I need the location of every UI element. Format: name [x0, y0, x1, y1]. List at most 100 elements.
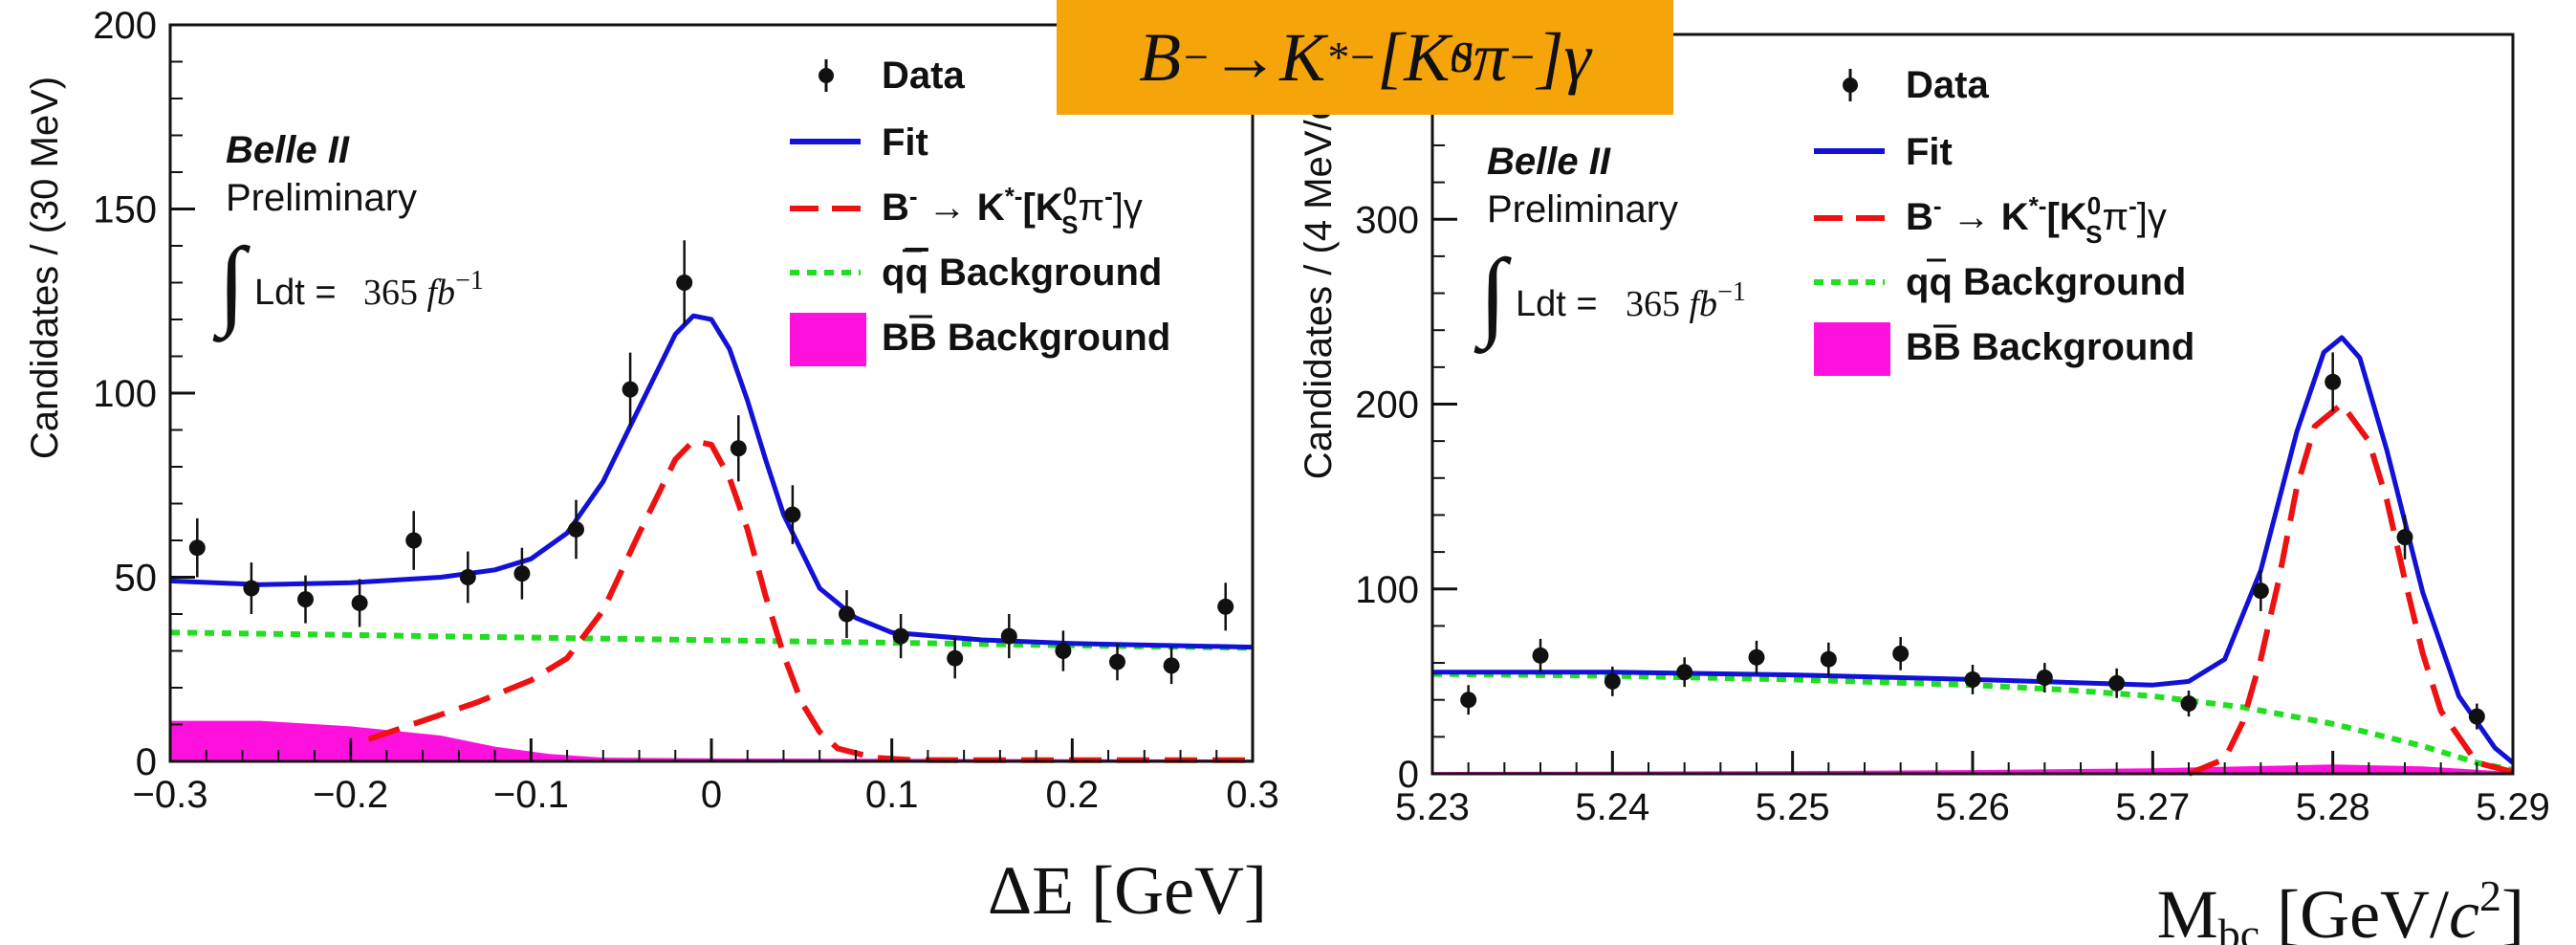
legend-data-label: Data: [882, 55, 965, 97]
delta-e-data-point: [839, 605, 855, 623]
luminosity-label-right: ∫ Ldt = 365 fb−1: [1474, 239, 1746, 354]
legend-qq-entry: qq Background: [1814, 258, 2186, 303]
mbc-data-point: [1820, 650, 1837, 668]
delta-e-signal-curve: [367, 438, 1253, 763]
delta-e-data-point: [188, 539, 206, 557]
legend-qq-label: qq Background: [1906, 261, 2186, 303]
mbc-y-tick-label: 200: [1355, 385, 1419, 427]
integral-sign: ∫: [1474, 239, 1512, 354]
belle-ii-label-left: Belle II: [226, 129, 350, 171]
luminosity-lhs: Ldt =: [1516, 284, 1598, 324]
delta-e-data-point: [622, 381, 639, 398]
mbc-x-tick-label: 5.27: [2115, 786, 2190, 828]
mbc-x-tick-label: 5.24: [1575, 786, 1649, 828]
delta-e-y-tick-label: 150: [93, 189, 157, 231]
mbc-y-axis-label: Candidates / (4 MeV/c²): [1298, 76, 1340, 479]
legend-qq-entry: qq Background: [790, 249, 1162, 294]
legend-bb-entry: BB Background: [790, 313, 1170, 366]
mbc-data-point: [2325, 373, 2342, 390]
mbc-data-point: [2108, 674, 2126, 692]
mbc-y-tick-label: 100: [1355, 569, 1419, 611]
delta-e-data-point: [892, 627, 909, 645]
legend-fit-label: Fit: [882, 121, 928, 164]
mbc-data-point: [1604, 672, 1621, 690]
mbc-qq-background-curve: [1431, 670, 2514, 774]
belle-ii-label-right: Belle II: [1487, 141, 1611, 183]
delta-e-frame: [168, 23, 1255, 763]
mbc-x-tick-label: 5.29: [2476, 786, 2550, 828]
delta-e-data-point: [351, 594, 368, 611]
legend-signal-entry: B- → K*-[K0 Sπ-]γ: [1814, 191, 2167, 249]
mbc-y-tick-label: 0: [1398, 754, 1419, 796]
delta-e-x-tick-label: −0.1: [493, 774, 569, 816]
mbc-y-tick-label: 300: [1355, 199, 1419, 241]
mbc-panel: 5.23 5.24 5.25 5.26 5.27 5.28 5.29 0 100 200 300 C…: [1298, 33, 2550, 945]
mbc-data-point: [1532, 647, 1549, 664]
legend-left: Data Fit B- → K*-[K0 Sπ-]γ qq Background …: [790, 55, 1170, 366]
legend-signal-label: B- → K*-[K0 Sπ-]γ: [882, 182, 1143, 239]
delta-e-y-tick-label: 0: [136, 741, 157, 783]
integral-sign: ∫: [212, 228, 251, 342]
delta-e-data-point: [513, 565, 531, 582]
luminosity-unit: fb: [1690, 284, 1718, 324]
delta-e-data-point: [1000, 627, 1017, 645]
delta-e-x-tick-label: 0: [701, 774, 722, 816]
mbc-fit-curve: [1432, 335, 2515, 765]
mbc-data-point: [2396, 529, 2413, 546]
delta-e-panel: −0.3 −0.2 −0.1 0 0.1 0.2 0.3 0 50 100 150 200 Candi…: [24, 5, 1279, 929]
preliminary-label-left: Preliminary: [226, 177, 417, 219]
legend-qq-label: qq Background: [882, 252, 1162, 294]
delta-e-data-point: [730, 440, 747, 457]
delta-e-x-tick-label: 0.2: [1046, 774, 1100, 816]
delta-e-x-tick-label: 0.1: [865, 774, 919, 816]
delta-e-data-point: [1217, 598, 1234, 615]
mbc-bb-background-area: [1432, 764, 2513, 774]
legend-fit-label: Fit: [1906, 131, 1953, 173]
legend-fit-entry: Fit: [1814, 131, 1953, 173]
mbc-data-point: [1892, 645, 1910, 662]
legend-data-entry: Data: [819, 55, 965, 97]
mbc-data-point: [1964, 670, 1981, 688]
delta-e-data-point: [243, 580, 260, 597]
legend-signal-label: B- → K*-[K0 Sπ-]γ: [1906, 191, 2167, 249]
delta-e-data-point: [1109, 653, 1125, 670]
delta-e-fit-curve: [169, 313, 1254, 650]
luminosity-number: 365: [363, 273, 418, 313]
legend-bb-entry: BB Background: [1814, 322, 2194, 376]
luminosity-value: 365 fb−1: [363, 266, 484, 313]
delta-e-data-point: [676, 275, 693, 291]
luminosity-exponent: −1: [455, 266, 484, 296]
mbc-x-tick-label: 5.26: [1935, 786, 2010, 828]
delta-e-data-point: [947, 649, 964, 667]
delta-e-y-tick-label: 50: [115, 558, 158, 600]
legend-bb-label: BB Background: [882, 317, 1170, 359]
luminosity-lhs: Ldt =: [254, 273, 337, 313]
delta-e-data-point: [459, 569, 476, 585]
delta-e-data-point: [784, 506, 801, 523]
luminosity-label-left: ∫ Ldt = 365 fb−1: [212, 228, 484, 342]
luminosity-value: 365 fb−1: [1626, 277, 1746, 324]
luminosity-exponent: −1: [1717, 277, 1746, 307]
mbc-data-point: [1460, 692, 1477, 709]
luminosity-number: 365: [1626, 284, 1680, 324]
delta-e-y-tick-label: 200: [93, 5, 157, 47]
delta-e-y-tick-label: 100: [93, 373, 157, 415]
mbc-x-tick-label: 5.25: [1756, 786, 1830, 828]
mbc-frame: [1430, 33, 2515, 776]
delta-e-data-point: [405, 532, 423, 549]
mbc-data-point: [1676, 664, 1693, 681]
mbc-signal-curve: [2187, 401, 2514, 777]
delta-e-data-point: [297, 591, 314, 608]
legend-data-entry: Data: [1843, 64, 1989, 106]
legend-bb-label: BB Background: [1906, 326, 2194, 368]
delta-e-y-axis-label: Candidates / (30 MeV): [24, 77, 66, 459]
delta-e-plot-area: −0.3 −0.2 −0.1 0 0.1 0.2 0.3 0 50 100 150 200: [93, 5, 1279, 816]
delta-e-x-tick-label: −0.3: [133, 774, 208, 816]
delta-e-data-point: [1055, 643, 1072, 659]
delta-e-x-axis-label: ΔE [GeV]: [988, 852, 1267, 929]
preliminary-label-right: Preliminary: [1487, 188, 1678, 231]
delta-e-bb-background-area: [170, 720, 1253, 761]
legend-signal-entry: B- → K*-[K0 Sπ-]γ: [790, 182, 1143, 239]
